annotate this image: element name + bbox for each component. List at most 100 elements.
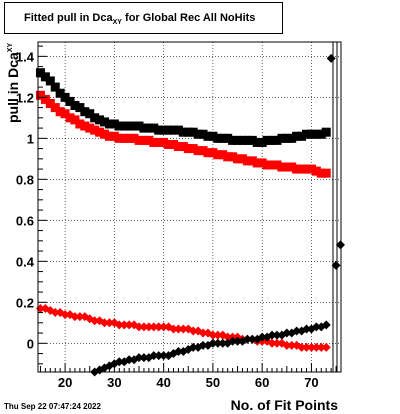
data-point [242, 334, 252, 344]
data-point [302, 324, 312, 334]
data-point [292, 326, 302, 336]
data-point [168, 125, 178, 135]
data-point [139, 123, 149, 133]
data-point [164, 139, 174, 149]
data-point [65, 113, 75, 123]
data-point [95, 127, 105, 137]
data-point [35, 90, 45, 100]
data-point [228, 336, 238, 346]
data-point [311, 166, 321, 176]
data-point [60, 310, 70, 320]
data-point [188, 326, 198, 336]
data-point [178, 127, 188, 137]
data-point [193, 129, 203, 139]
data-point [50, 82, 60, 92]
data-point [208, 148, 218, 158]
data-point [55, 88, 65, 98]
data-point [154, 351, 164, 361]
data-point [134, 322, 144, 332]
data-point [183, 144, 193, 154]
data-point [168, 324, 178, 334]
y-tick-label: 0.2 [16, 295, 34, 310]
data-point [139, 353, 149, 363]
data-point [144, 123, 154, 133]
data-point [50, 308, 60, 318]
chart-title-suffix: for Global Rec All NoHits [121, 12, 256, 24]
data-point [149, 137, 159, 147]
y-tick-label: 0.6 [16, 213, 34, 228]
data-point [173, 347, 183, 357]
x-tick-label: 50 [206, 375, 220, 390]
data-point [213, 133, 223, 143]
data-point [104, 318, 114, 328]
data-point [311, 129, 321, 139]
data-point [144, 135, 154, 145]
data-point [144, 322, 154, 332]
tick-labels: 20 30 40 50 60 70 0 0.2 0.4 0.6 0.8 1 1.2 1.4 [16, 49, 319, 390]
data-point [228, 135, 238, 145]
data-point [154, 322, 164, 332]
data-point [277, 133, 287, 143]
chart-title: Fitted pull in DcaXY for Global Rec All … [24, 12, 256, 26]
data-point [198, 328, 208, 338]
data-point [282, 340, 292, 350]
data-point [45, 76, 55, 86]
data-point [262, 160, 272, 170]
data-point [302, 164, 312, 174]
x-tick-label: 20 [58, 375, 72, 390]
data-point [100, 117, 110, 127]
data-point [297, 164, 307, 174]
data-point [183, 127, 193, 137]
data-point [178, 324, 188, 334]
data-point [208, 131, 218, 141]
data-point [80, 121, 90, 131]
data-point [139, 135, 149, 145]
data-point [316, 168, 326, 178]
data-point [114, 133, 124, 143]
data-point [247, 334, 257, 344]
data-point [257, 137, 267, 147]
data-point [134, 121, 144, 131]
data-point [124, 133, 134, 143]
svg-text:pull in DcaXY: pull in DcaXY [5, 43, 21, 123]
data-point [173, 324, 183, 334]
data-point [247, 156, 257, 166]
data-point [50, 103, 60, 113]
data-point [267, 135, 277, 145]
data-point [292, 131, 302, 141]
data-point [188, 127, 198, 137]
data-point [272, 338, 282, 348]
data-point [45, 98, 55, 108]
chart-title-subscript: XY [112, 19, 122, 26]
data-point [277, 162, 287, 172]
data-point [114, 320, 124, 330]
data-point [257, 332, 267, 342]
data-point [193, 146, 203, 156]
x-tick-label: 60 [255, 375, 269, 390]
data-point [252, 137, 262, 147]
data-point [100, 318, 110, 328]
data-point [173, 125, 183, 135]
data-point [90, 125, 100, 135]
data-point [188, 144, 198, 154]
x-tick-label: 70 [304, 375, 318, 390]
y-tick-label: 1.4 [16, 49, 35, 64]
y-tick-label: 0.4 [16, 254, 35, 269]
data-point [154, 137, 164, 147]
data-point [124, 355, 134, 365]
data-point [129, 121, 139, 131]
data-point [134, 135, 144, 145]
data-point [272, 160, 282, 170]
data-point [75, 103, 85, 113]
data-point [282, 133, 292, 143]
data-point [159, 351, 169, 361]
data-point [75, 119, 85, 129]
data-point [306, 129, 316, 139]
data-point [40, 94, 50, 104]
data-point [262, 135, 272, 145]
data-point [104, 131, 114, 141]
data-point [287, 162, 297, 172]
data-point [85, 109, 95, 119]
data-point [233, 135, 243, 145]
